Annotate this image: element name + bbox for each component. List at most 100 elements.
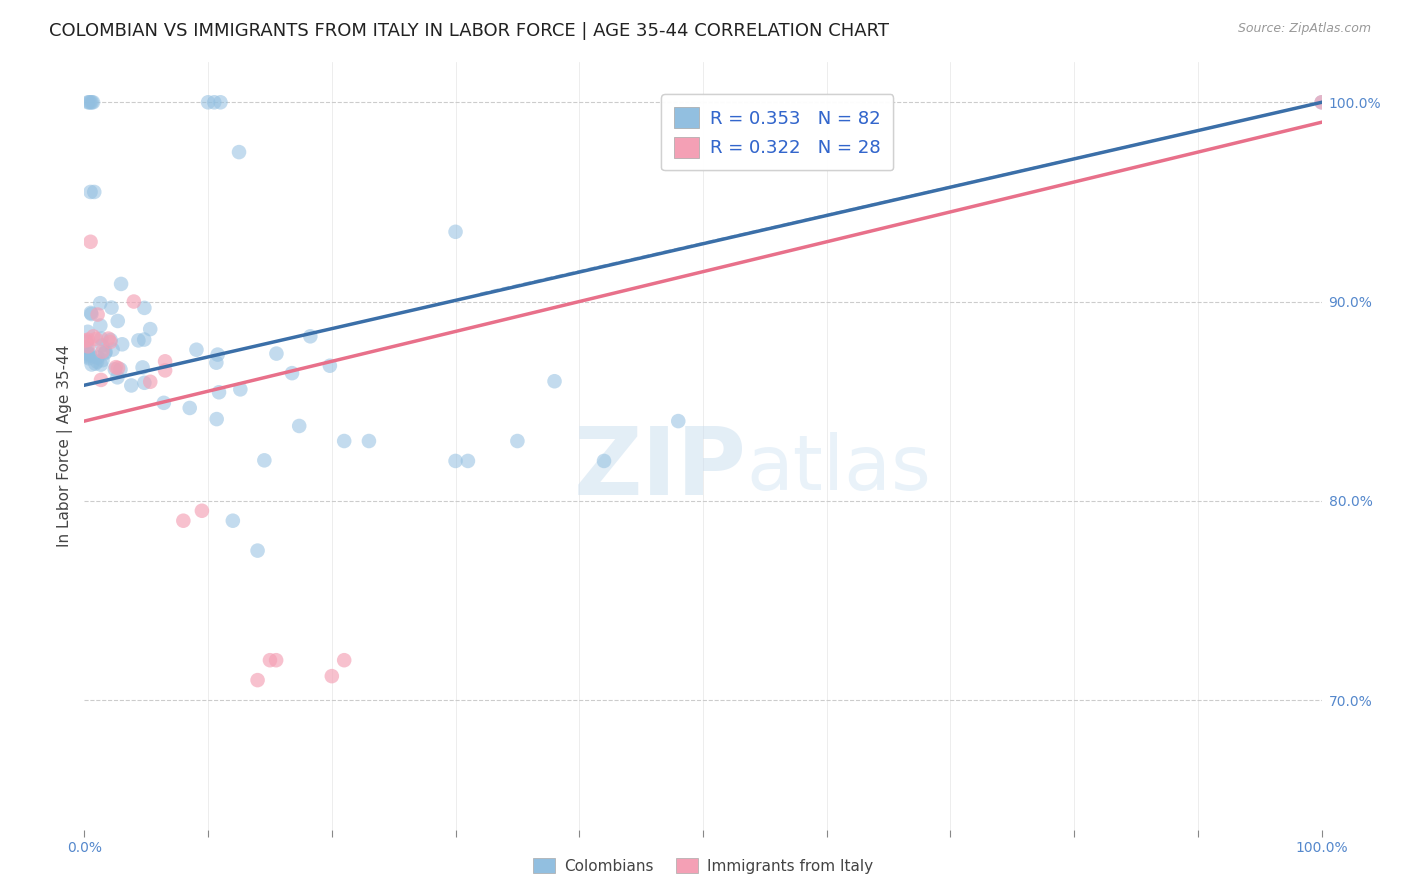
Point [80, 307, 103, 321]
Point [139, 375, 162, 389]
Point [299, 329, 322, 343]
Point [104, 360, 127, 375]
Point [94, 346, 117, 360]
Point [80, 358, 103, 372]
Point [127, 334, 149, 348]
Point [107, 314, 129, 328]
Point [79, 185, 101, 199]
Point [98, 334, 121, 349]
Point [77, 348, 100, 362]
Point [134, 333, 156, 347]
Point [197, 95, 219, 110]
Point [321, 669, 343, 683]
Text: Source: ZipAtlas.com: Source: ZipAtlas.com [1237, 22, 1371, 36]
Point [107, 370, 129, 384]
Point [281, 366, 304, 380]
Point [84, 332, 107, 346]
Point [100, 333, 122, 347]
Point [593, 454, 616, 468]
Point [120, 378, 142, 392]
Point [76, 325, 98, 339]
Point [89, 296, 111, 310]
Point [97, 332, 120, 346]
Point [319, 359, 342, 373]
Point [134, 376, 156, 390]
Point [131, 360, 153, 375]
Point [86, 351, 108, 365]
Point [246, 673, 269, 687]
Point [1310, 95, 1333, 110]
Point [246, 543, 269, 558]
Point [266, 346, 288, 360]
Point [76, 350, 98, 364]
Point [253, 453, 276, 467]
Point [77, 351, 100, 366]
Point [209, 95, 232, 110]
Point [288, 419, 311, 434]
Point [89, 318, 111, 333]
Point [208, 385, 231, 400]
Point [82, 329, 104, 343]
Point [122, 294, 145, 309]
Point [100, 301, 122, 315]
Point [75, 334, 97, 348]
Point [110, 362, 132, 376]
Point [259, 653, 281, 667]
Point [110, 277, 132, 291]
Point [111, 337, 134, 351]
Text: atlas: atlas [747, 432, 931, 506]
Point [79, 95, 101, 110]
Point [76, 340, 98, 354]
Point [90, 373, 112, 387]
Point [79, 347, 101, 361]
Point [90, 358, 112, 372]
Point [90, 332, 112, 346]
Point [666, 414, 689, 428]
Point [91, 353, 114, 368]
Point [444, 225, 467, 239]
Legend: Colombians, Immigrants from Italy: Colombians, Immigrants from Italy [527, 852, 879, 880]
Point [229, 382, 252, 396]
Point [77, 347, 100, 361]
Point [153, 363, 176, 377]
Point [94, 344, 117, 359]
Point [79, 235, 101, 249]
Text: COLOMBIAN VS IMMIGRANTS FROM ITALY IN LABOR FORCE | AGE 35-44 CORRELATION CHART: COLOMBIAN VS IMMIGRANTS FROM ITALY IN LA… [49, 22, 889, 40]
Point [1310, 95, 1333, 110]
Point [91, 344, 114, 359]
Text: ZIP: ZIP [574, 423, 747, 515]
Legend: R = 0.353   N = 82, R = 0.322   N = 28: R = 0.353 N = 82, R = 0.322 N = 28 [661, 95, 893, 170]
Point [264, 653, 287, 667]
Point [222, 514, 245, 528]
Point [191, 504, 214, 518]
Point [205, 412, 228, 426]
Point [153, 354, 176, 368]
Point [86, 354, 108, 368]
Point [207, 348, 229, 362]
Point [84, 357, 107, 371]
Point [107, 361, 129, 376]
Point [506, 434, 529, 448]
Point [77, 339, 100, 353]
Point [101, 343, 124, 357]
Point [91, 338, 114, 352]
Point [333, 653, 356, 667]
Point [104, 362, 127, 376]
Point [444, 454, 467, 468]
Point [179, 401, 201, 415]
Point [172, 514, 194, 528]
Point [86, 308, 108, 322]
Point [228, 145, 250, 160]
Point [83, 185, 105, 199]
Point [186, 343, 208, 357]
Point [457, 454, 479, 468]
Point [82, 95, 104, 110]
Point [76, 334, 98, 349]
Point [79, 95, 101, 110]
Point [543, 374, 565, 388]
Point [202, 95, 225, 110]
Y-axis label: In Labor Force | Age 35-44: In Labor Force | Age 35-44 [58, 345, 73, 547]
Point [153, 396, 176, 410]
Point [80, 95, 103, 110]
Point [77, 333, 100, 347]
